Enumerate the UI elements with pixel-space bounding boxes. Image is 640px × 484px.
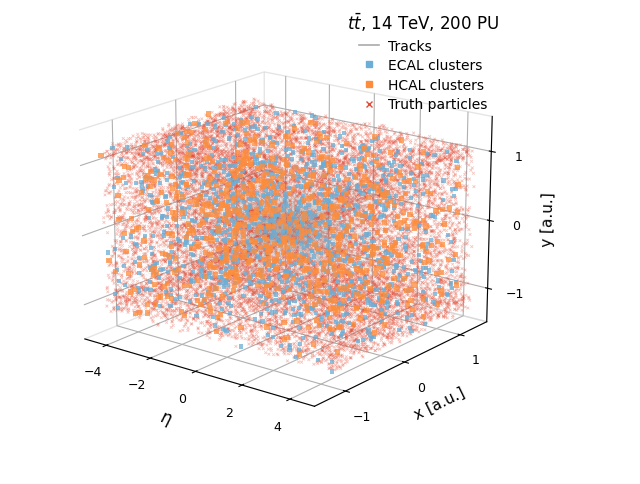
X-axis label: $\eta$: $\eta$ xyxy=(157,409,173,429)
Y-axis label: x [a.u.]: x [a.u.] xyxy=(412,384,468,422)
Legend: Tracks, ECAL clusters, HCAL clusters, Truth particles: Tracks, ECAL clusters, HCAL clusters, Tr… xyxy=(342,8,503,116)
